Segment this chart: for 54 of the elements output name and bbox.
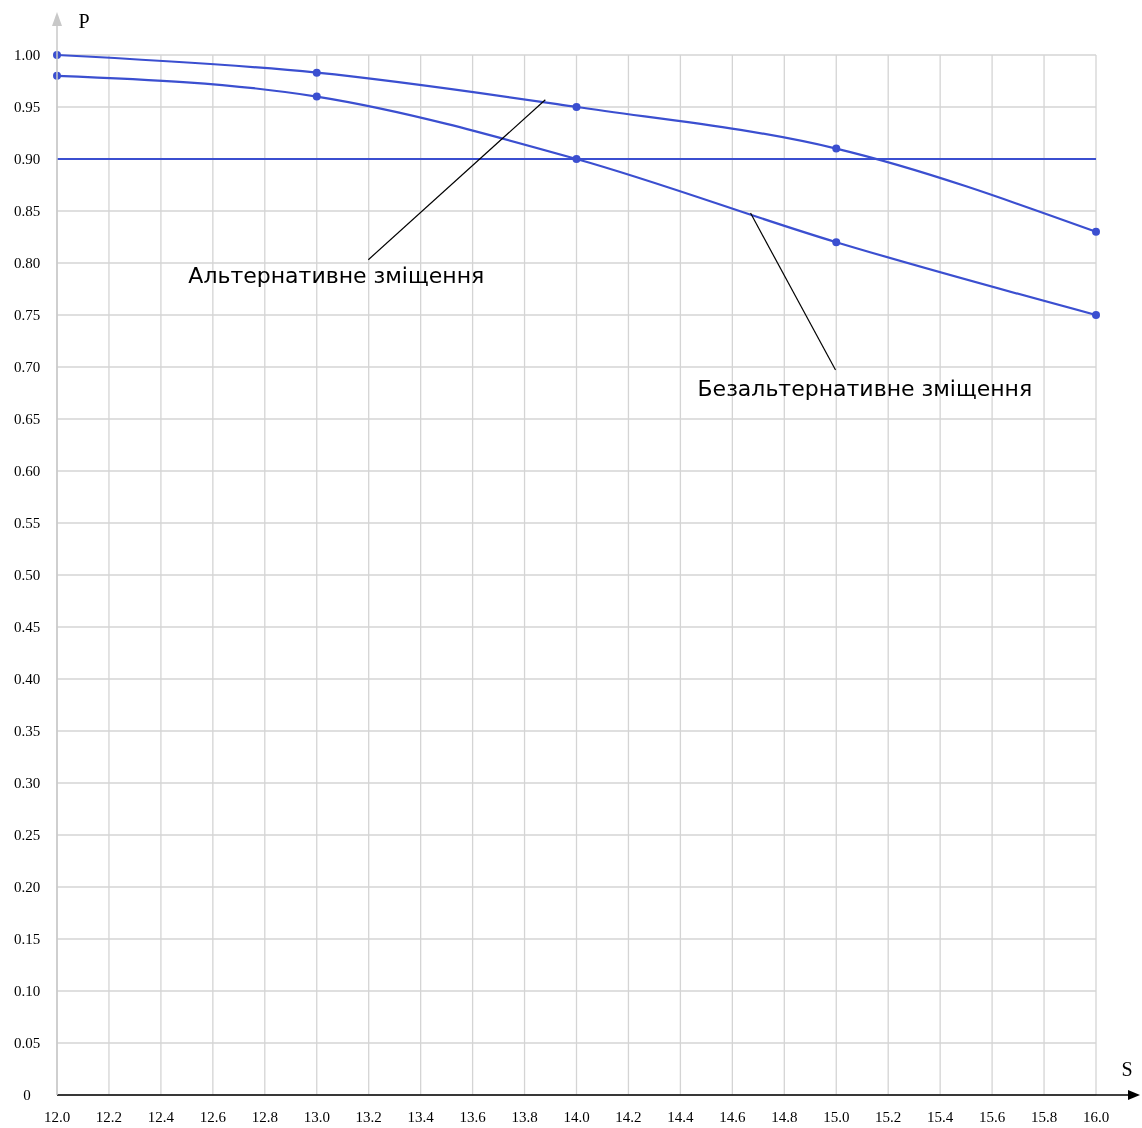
x-tick-label: 12.8 <box>251 1109 278 1125</box>
x-axis-title: S <box>1121 1058 1133 1080</box>
y-tick-label: 1.00 <box>13 47 41 63</box>
y-tick-label: 0.50 <box>13 567 41 583</box>
x-tick-label: 12.4 <box>147 1109 175 1125</box>
x-tick-label: 15.2 <box>875 1109 902 1125</box>
y-tick-label: 0.40 <box>13 671 41 687</box>
x-tick-label: 12.0 <box>43 1109 71 1125</box>
x-tick-label: 15.0 <box>823 1109 850 1125</box>
y-tick-label: 0.90 <box>13 151 41 167</box>
y-tick-label: 0 <box>23 1087 31 1103</box>
y-tick-label: 0.10 <box>13 983 41 999</box>
x-tick-label: 15.8 <box>1030 1109 1058 1125</box>
x-tick-label: 12.2 <box>95 1109 123 1125</box>
x-tick-label: 14.2 <box>615 1109 642 1125</box>
x-tick-label: 15.4 <box>927 1109 954 1125</box>
point <box>1092 311 1100 319</box>
x-tick-label: 16.0 <box>1082 1109 1110 1125</box>
point <box>1092 227 1100 236</box>
point <box>572 155 581 163</box>
x-tick-label: 13.4 <box>407 1109 435 1125</box>
x-tick-label: 13.2 <box>355 1109 382 1125</box>
y-tick-label: 0.55 <box>13 515 41 531</box>
point <box>832 238 841 247</box>
x-tick-label: 14.0 <box>563 1109 590 1125</box>
point <box>572 103 581 111</box>
y-tick-label: 0.70 <box>13 359 41 375</box>
x-tick-label: 12.6 <box>199 1109 227 1125</box>
y-tick-label: 0.05 <box>13 1035 41 1051</box>
x-tick-label: 14.8 <box>771 1109 798 1125</box>
x-tick-label: 14.6 <box>719 1109 746 1125</box>
x-tick-label: 13.6 <box>459 1109 487 1125</box>
annotation: Альтернативне зміщення <box>188 262 485 288</box>
y-tick-label: 0.65 <box>13 411 41 427</box>
y-tick-label: 0.80 <box>13 255 41 271</box>
y-tick-label: 0.45 <box>13 619 41 635</box>
y-tick-label: 0.75 <box>13 307 41 323</box>
y-tick-label: 0.25 <box>13 827 41 843</box>
y-axis-title: P <box>78 10 90 32</box>
x-tick-label: 13.0 <box>303 1109 330 1125</box>
y-tick-label: 0.95 <box>13 99 41 115</box>
x-tick-label: 15.6 <box>978 1109 1006 1125</box>
y-tick-label: 0.30 <box>13 775 41 791</box>
y-tick-label: 0.60 <box>13 463 41 479</box>
point <box>832 144 841 153</box>
x-tick-label: 13.8 <box>511 1109 538 1125</box>
y-tick-label: 0.15 <box>13 931 41 947</box>
y-tick-label: 0.35 <box>13 723 41 739</box>
annotation: Безальтернативне зміщення <box>697 376 1033 402</box>
y-tick-label: 0.20 <box>13 879 41 895</box>
point <box>312 92 321 101</box>
x-tick-label: 14.4 <box>667 1109 695 1125</box>
y-tick-label: 0.85 <box>13 203 41 219</box>
point <box>312 68 321 77</box>
